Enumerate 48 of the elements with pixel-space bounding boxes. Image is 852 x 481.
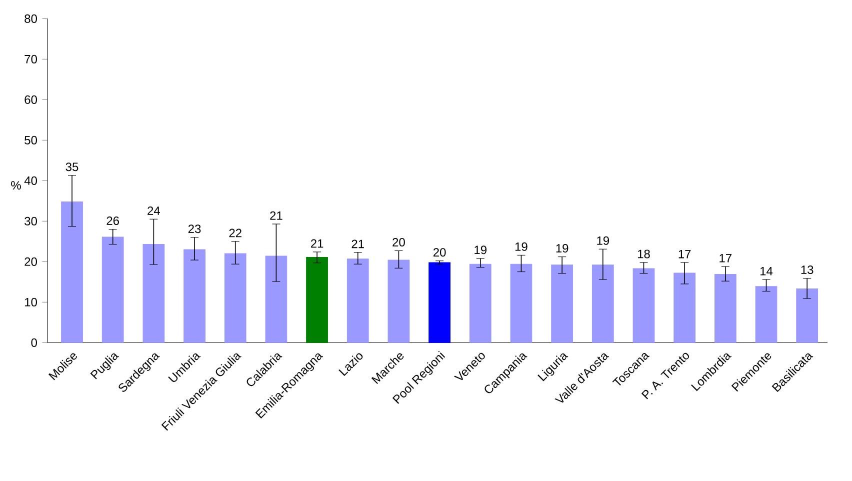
bar [61,201,83,343]
y-tick-label: 20 [24,257,37,266]
y-tick-label: 80 [24,14,37,23]
data-label: 17 [720,254,732,262]
bar [469,264,492,343]
y-tick-label: 0 [31,338,37,347]
bar [632,268,655,343]
y-tick-label: 10 [25,298,37,306]
bar [142,244,165,343]
data-label: 22 [229,228,242,237]
data-label: 19 [515,242,528,251]
y-tick-label: 60 [24,95,37,104]
data-label: 14 [760,266,773,276]
data-label: 24 [148,206,160,215]
bar [510,264,532,343]
bar [674,272,696,343]
bar [755,286,778,343]
bar [102,236,124,343]
y-tick-label: 30 [24,216,37,226]
y-tick-label: 40 [24,176,37,185]
bar [265,256,288,343]
bar [428,262,450,343]
data-label: 26 [106,216,119,225]
data-label: 21 [352,240,364,248]
bar [306,256,328,343]
bar [224,253,246,343]
data-label: 13 [801,265,814,274]
data-label: 17 [678,250,691,258]
bar [346,258,369,343]
y-tick-label: 50 [24,136,37,144]
bar [592,264,614,343]
y-tick-label: 70 [24,54,37,64]
data-label: 21 [310,239,324,248]
data-label: 20 [433,248,446,256]
data-label: 35 [66,162,78,171]
bar [551,264,573,343]
data-label: 23 [188,224,201,233]
data-label: 19 [597,236,610,245]
data-label: 18 [638,250,650,258]
bar [714,274,736,343]
data-label: 21 [270,211,282,220]
data-label: 20 [392,238,405,246]
bar [796,288,818,343]
bar [184,249,206,343]
data-label: 19 [474,246,486,254]
bar [388,260,410,343]
y-axis-title: % [11,180,21,190]
data-label: 19 [556,244,568,252]
